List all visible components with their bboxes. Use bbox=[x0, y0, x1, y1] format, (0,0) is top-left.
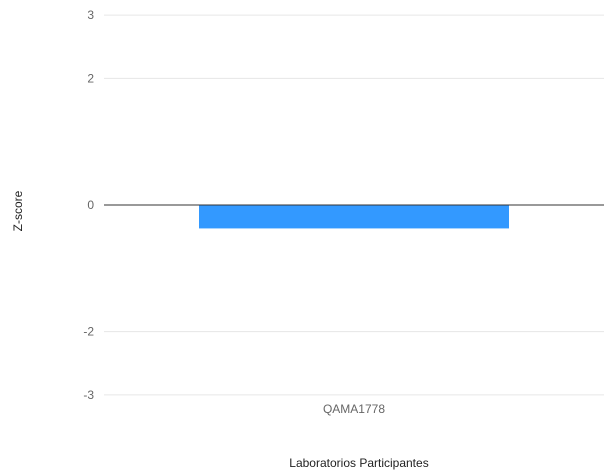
bars bbox=[199, 205, 509, 229]
y-tick-label: 0 bbox=[87, 198, 94, 212]
y-tick-label: -2 bbox=[83, 325, 94, 339]
y-tick-labels: 3 2 0 -2 -3 bbox=[83, 8, 94, 402]
x-category-label: QAMA1778 bbox=[323, 402, 385, 416]
x-category-labels: QAMA1778 bbox=[323, 402, 385, 416]
y-tick-label: -3 bbox=[83, 388, 94, 402]
y-axis-title: Z-score bbox=[11, 190, 25, 231]
bar[interactable] bbox=[199, 205, 509, 229]
x-axis-title: Laboratorios Participantes bbox=[289, 456, 428, 470]
y-tick-label: 3 bbox=[87, 8, 94, 22]
y-tick-label: 2 bbox=[87, 71, 94, 85]
grid-lines bbox=[104, 14, 604, 396]
